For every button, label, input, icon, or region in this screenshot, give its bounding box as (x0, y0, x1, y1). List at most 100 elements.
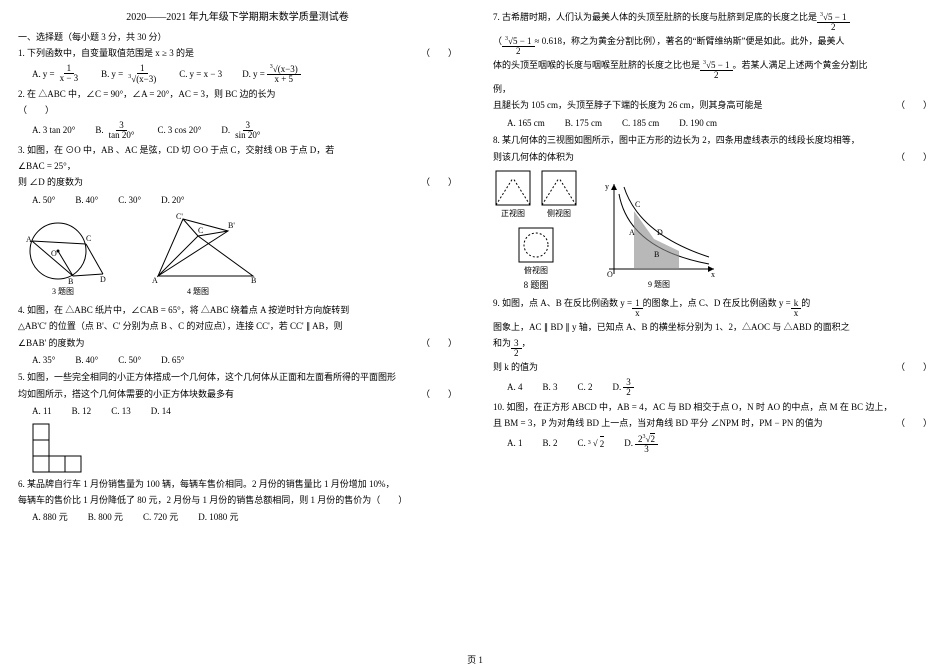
q8-l2: 则该几何体的体积为（ ） (493, 150, 932, 164)
q5-l2: 均如图所示，搭这个几何体需要的小正方体块数最多有（ ） (18, 387, 457, 401)
q2-C: C. 3 cos 20° (157, 123, 201, 137)
q7-l4: 例， (493, 82, 932, 96)
q7-A: A. 165 cm (507, 116, 545, 130)
l-shape-icon (32, 423, 457, 473)
q10-B: B. 2 (543, 436, 558, 450)
q6-l1: 6. 某品牌自行车 1 月份销售量为 100 辆，每辆车售价相同。2 月份的销售… (18, 477, 457, 491)
page-footer: 页 1 (0, 653, 950, 666)
q9-options: A. 4 B. 3 C. 2 D. 32 (507, 378, 932, 397)
side-view-icon: 侧视图 (539, 168, 579, 221)
q1-stem: 1. 下列函数中，自变量取值范围是 x ≥ 3 的是 （ ） (18, 46, 457, 60)
svg-text:A: A (26, 235, 32, 244)
q1-D: D. y = 3√(x−3)x + 5 (242, 64, 301, 84)
q10-l2: 且 BM = 3，P 为对角线 BD 上一点，当对角线 BD 平分 ∠NPM 时… (493, 416, 932, 430)
q4-B: B. 40° (75, 353, 98, 367)
q10-options: A. 1 B. 2 C. 3√2 D. 23√23 (507, 434, 932, 454)
q5-D: D. 14 (151, 404, 171, 418)
q3-l2: ∠BAC = 25°， (18, 159, 457, 173)
q3-l3: 则 ∠D 的度数为（ ） (18, 175, 457, 189)
q4-l2: △AB'C' 的位置（点 B'、C' 分别为点 B 、C 的对应点），连接 CC… (18, 319, 457, 333)
q3-l1: 3. 如图，在 ⊙O 中，AB 、AC 是弦，CD 切 ⊙O 于点 C，交射线 … (18, 143, 457, 157)
svg-text:O: O (51, 249, 57, 258)
q6-B: B. 800 元 (88, 510, 123, 524)
q2-options: A. 3 tan 20° B. 3tan 20° C. 3 cos 20° D.… (32, 121, 457, 140)
q10-l1: 10. 如图，在正方形 ABCD 中，AB = 4，AC 与 BD 相交于点 O… (493, 400, 932, 414)
q9-l1: 9. 如图，点 A、B 在反比例函数 y = 1x 的图象上，点 C、D 在反比… (493, 296, 932, 318)
circle-diagram-icon: O A C B D (18, 216, 108, 286)
fig9: C A D B O x y 9 题图 (599, 179, 719, 292)
q10-A: A. 1 (507, 436, 523, 450)
hyperbola-chart-icon: C A D B O x y (599, 179, 719, 279)
svg-text:B': B' (228, 221, 235, 230)
q10-C: C. 3√2 (578, 436, 605, 451)
q2-paren: （ ） (18, 103, 457, 117)
svg-text:C: C (198, 226, 203, 235)
q9-B: B. 3 (543, 380, 558, 394)
svg-text:B: B (68, 277, 73, 286)
svg-text:A: A (629, 228, 635, 237)
svg-text:C: C (86, 234, 91, 243)
q2-A: A. 3 tan 20° (32, 123, 75, 137)
q5-B: B. 12 (72, 404, 92, 418)
q7-l2: （ 3√5 − 12 ≈ 0.618，称之为黄金分割比例），著名的“断臂维纳斯”… (493, 34, 932, 56)
left-column: 2020——2021 年九年级下学期期末数学质量测试卷 一、选择题（每小题 3 … (0, 0, 475, 640)
q6-C: C. 720 元 (143, 510, 178, 524)
svg-text:C: C (635, 200, 640, 209)
q6-options: A. 880 元 B. 800 元 C. 720 元 D. 1080 元 (32, 510, 457, 524)
q7-D: D. 190 cm (679, 116, 717, 130)
q1-paren: （ ） (421, 46, 457, 60)
q8-q9-figures: 正视图 侧视图 俯视图 8 题图 (493, 168, 932, 292)
q5-options: A. 11 B. 12 C. 13 D. 14 (32, 404, 457, 418)
q2-B: B. 3tan 20° (95, 121, 137, 140)
q3-A: A. 50° (32, 193, 55, 207)
q3-options: A. 50° B. 40° C. 30° D. 20° (32, 193, 457, 207)
q2-stem: 2. 在 △ABC 中，∠C = 90°，∠A = 20°，AC = 3，则 B… (18, 87, 457, 101)
q5-C: C. 13 (111, 404, 131, 418)
q1-C: C. y = x − 3 (179, 67, 222, 81)
q4-C: C. 50° (118, 353, 141, 367)
q7-l1: 7. 古希腊时期，人们认为最美人体的头顶至肚脐的长度与肚脐到足底的长度之比是 3… (493, 10, 932, 32)
q3-q4-figures: O A C B D 3 题图 A B C C' (18, 211, 457, 299)
q4-l3: ∠BAB' 的度数为（ ） (18, 336, 457, 350)
svg-text:B: B (251, 276, 256, 285)
q4-options: A. 35° B. 40° C. 50° D. 65° (32, 353, 457, 367)
q6-A: A. 880 元 (32, 510, 68, 524)
q1-text: 1. 下列函数中，自变量取值范围是 x ≥ 3 的是 (18, 46, 194, 60)
q6-l2: 每辆车的售价比 1 月份降低了 80 元，2 月份与 1 月份的销售总额相同，则… (18, 493, 457, 507)
q3-B: B. 40° (75, 193, 98, 207)
q2-D: D. 3sin 20° (221, 121, 263, 140)
svg-text:x: x (711, 270, 715, 279)
svg-text:D: D (100, 275, 106, 284)
right-column: 7. 古希腊时期，人们认为最美人体的头顶至肚脐的长度与肚脐到足底的长度之比是 3… (475, 0, 950, 640)
q9-l3: 和为 32 ， (493, 336, 932, 358)
q1-options: A. y = 1x − 3 B. y = 13√(x−3) C. y = x −… (32, 64, 457, 84)
svg-text:y: y (605, 182, 609, 191)
q3-C: C. 30° (118, 193, 141, 207)
svg-text:B: B (654, 250, 659, 259)
q7-l5: 且腿长为 105 cm，头顶至脖子下端的长度为 26 cm，则其身高可能是（ ） (493, 98, 932, 112)
q7-C: C. 185 cm (622, 116, 659, 130)
q9-A: A. 4 (507, 380, 523, 394)
fig4: A B C C' B' 4 题图 (128, 211, 268, 299)
svg-text:O: O (607, 270, 613, 279)
front-view-icon: 正视图 (493, 168, 533, 221)
q4-l1: 4. 如图，在 △ABC 纸片中，∠CAB = 65°，将 △ABC 绕着点 A… (18, 303, 457, 317)
q4-A: A. 35° (32, 353, 55, 367)
q5-l1: 5. 如图，一些完全相同的小正方体搭成一个几何体，这个几何体从正面和左面看所得的… (18, 370, 457, 384)
q9-l4: 则 k 的值为（ ） (493, 360, 932, 374)
svg-text:C': C' (176, 212, 183, 221)
q1-A: A. y = 1x − 3 (32, 64, 81, 83)
fig3: O A C B D 3 题图 (18, 216, 108, 299)
q7-B: B. 175 cm (565, 116, 602, 130)
q7-l3: 体的头顶至咽喉的长度与咽喉至肚脐的长度之比也是 3√5 − 12 。若某人满足上… (493, 58, 932, 80)
q1-B: B. y = 13√(x−3) (101, 64, 159, 84)
q9-D: D. 32 (613, 378, 634, 397)
q8-l1: 8. 某几何体的三视图如图所示，图中正方形的边长为 2，四条用虚线表示的线段长度… (493, 133, 932, 147)
q3-D: D. 20° (161, 193, 184, 207)
q10-D: D. 23√23 (624, 434, 658, 454)
exam-title: 2020——2021 年九年级下学期期末数学质量测试卷 (18, 10, 457, 26)
q7-options: A. 165 cm B. 175 cm C. 185 cm D. 190 cm (507, 116, 932, 130)
q6-D: D. 1080 元 (198, 510, 238, 524)
svg-text:A: A (152, 276, 158, 285)
q5-A: A. 11 (32, 404, 52, 418)
